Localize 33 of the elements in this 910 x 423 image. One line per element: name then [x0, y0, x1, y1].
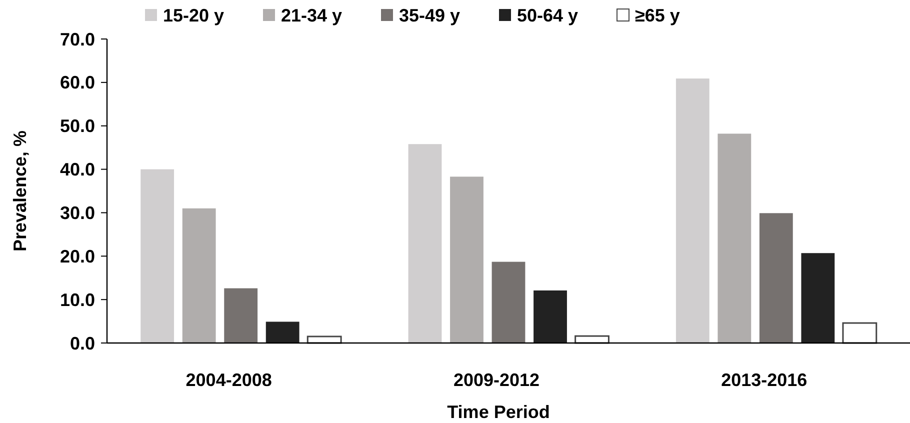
bar	[801, 253, 835, 343]
bar	[450, 176, 484, 343]
bar	[408, 144, 442, 343]
y-tick-label: 10.0	[60, 290, 95, 310]
bar	[182, 208, 216, 343]
y-tick-label: 40.0	[60, 160, 95, 180]
legend-label: ≥65 y	[635, 5, 680, 26]
y-tick-label: 0.0	[70, 333, 95, 354]
bar	[534, 290, 567, 343]
bar	[676, 78, 710, 343]
x-tick-label: 2013-2016	[721, 370, 808, 390]
bar	[224, 288, 258, 343]
bar	[492, 262, 526, 343]
bar	[266, 322, 300, 343]
y-tick-label: 30.0	[60, 203, 95, 224]
x-tick-label: 2009-2012	[453, 370, 540, 390]
bar	[140, 169, 174, 343]
legend-label: 15-20 y	[163, 5, 224, 26]
bar	[718, 134, 752, 343]
legend-label: 35-49 y	[399, 5, 460, 26]
bar	[842, 322, 878, 344]
x-axis-title: Time Period	[447, 402, 550, 422]
y-tick-label: 50.0	[60, 116, 95, 136]
bar	[574, 335, 610, 344]
y-axis-title: Prevalence, %	[10, 130, 30, 252]
bar	[759, 213, 793, 343]
legend-label: 21-34 y	[281, 5, 342, 26]
y-tick-label: 60.0	[60, 72, 95, 93]
y-tick-label: 70.0	[60, 29, 95, 50]
bar	[306, 336, 342, 344]
x-tick-label: 2004-2008	[186, 370, 272, 390]
legend-label: 50-64 y	[517, 5, 578, 26]
y-tick-label: 20.0	[60, 246, 95, 266]
